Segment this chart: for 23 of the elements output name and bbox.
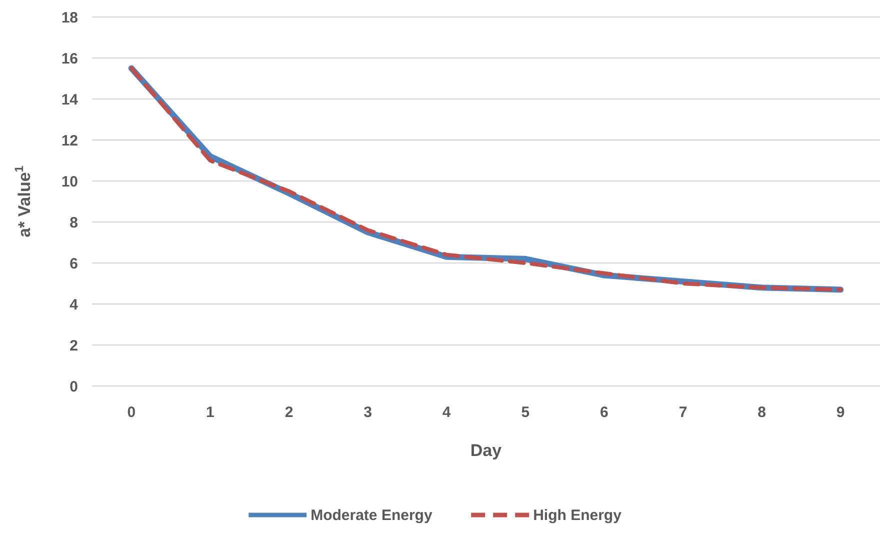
x-tick-label: 8 bbox=[758, 404, 766, 421]
y-tick-label: 4 bbox=[70, 296, 79, 314]
x-tick-label: 3 bbox=[364, 404, 372, 421]
x-tick-label: 6 bbox=[600, 404, 608, 421]
x-tick-label: 1 bbox=[206, 404, 214, 421]
x-tick-label: 2 bbox=[284, 404, 294, 421]
y-tick-label: 10 bbox=[61, 173, 78, 190]
y-tick-label: 2 bbox=[70, 337, 78, 354]
x-tick-label: 9 bbox=[836, 404, 845, 421]
x-tick-label: 7 bbox=[678, 404, 688, 421]
y-tick-label: 14 bbox=[61, 91, 79, 108]
legend-label: Moderate Energy bbox=[310, 507, 433, 524]
legend-label: High Energy bbox=[533, 507, 622, 524]
y-tick-label: 0 bbox=[70, 378, 78, 396]
y-tick-label: 16 bbox=[61, 50, 78, 68]
x-tick-label: 0 bbox=[127, 404, 136, 421]
y-tick-label: 12 bbox=[61, 132, 78, 150]
x-tick-label: 4 bbox=[442, 404, 452, 421]
y-tick-label: 8 bbox=[70, 214, 78, 232]
x-tick-label: 5 bbox=[521, 404, 530, 421]
x-axis-title: Day bbox=[470, 441, 502, 460]
y-tick-label: 18 bbox=[61, 9, 78, 26]
y-tick-label: 6 bbox=[70, 255, 78, 272]
